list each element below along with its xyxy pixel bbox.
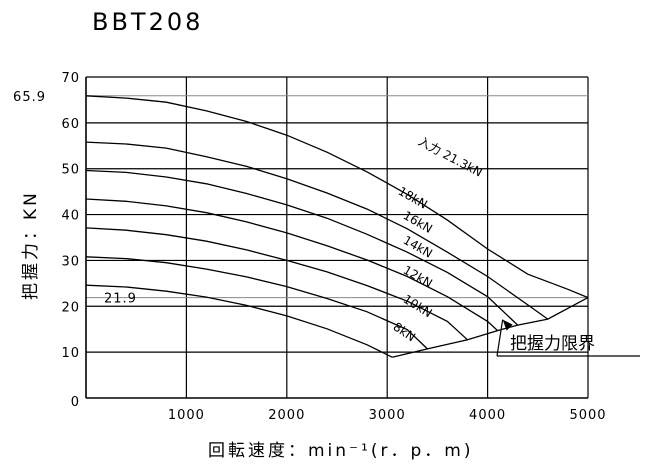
grid [86,76,589,398]
reference-label: 65.9 [13,90,46,105]
series-label: 入力 21.3kN [416,134,485,179]
series-line [85,95,589,299]
y-tick-label: 70 [61,71,80,86]
series-line [85,198,499,332]
series-label: 10kN [401,292,435,320]
series-label: 8kN [391,320,418,345]
y-tick-label: 50 [61,163,80,178]
callout-label: 把握力限界 [510,334,595,354]
series-line [85,256,428,350]
x-tick-label: 5000 [569,408,606,423]
axes: 0 10 20 30 40 50 60 70 1000 2000 3000 4000 5000 65.9 2… [13,71,606,423]
series-label: 14kN [401,233,435,261]
y-tick-label: 40 [61,209,80,224]
y-tick-label: 0 [71,395,80,410]
curves [85,95,589,358]
y-tick-label: 10 [61,346,80,361]
reference-label: 21.9 [104,292,137,307]
series-line [85,227,468,341]
x-tick-label: 1000 [168,408,205,423]
x-tick-label: 3000 [369,408,406,423]
series-label: 18kN [396,184,430,212]
series-line [85,284,393,358]
series-line [392,297,589,358]
series-line [85,169,519,326]
chart-title: BBT208 [92,8,203,36]
callout-leader [496,319,504,357]
series-label: 12kN [401,263,435,291]
series-line [85,141,549,320]
y-tick-label: 60 [61,117,80,132]
y-tick-label: 30 [61,254,80,269]
x-tick-label: 2000 [268,408,305,423]
callout-arrow-icon [502,319,513,331]
y-axis-label: 把握力：KN [21,190,41,300]
y-tick-label: 20 [61,300,80,315]
x-axis-label: 回転速度：min⁻¹(r．p．m) [208,441,473,461]
series-label: 16kN [401,208,435,236]
x-tick-label: 4000 [469,408,506,423]
